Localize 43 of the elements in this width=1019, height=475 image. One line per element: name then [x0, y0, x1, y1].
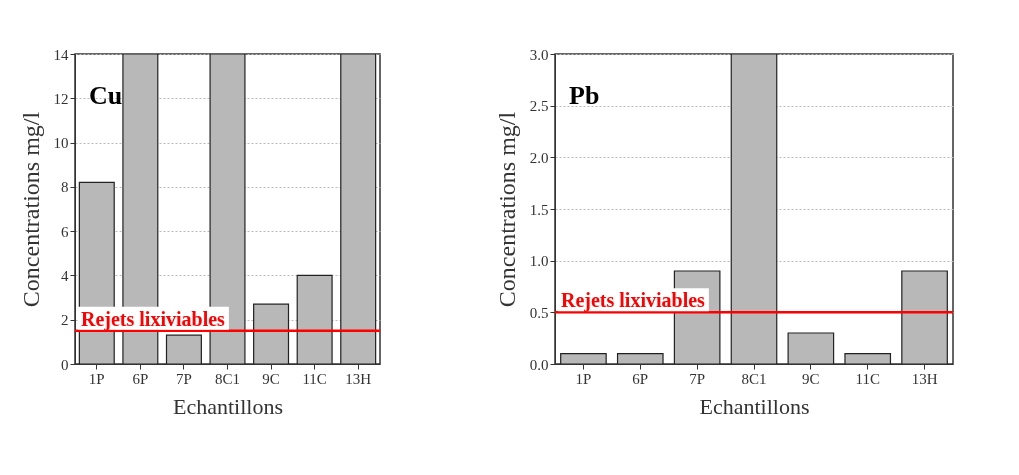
- y-tick-label: 0.0: [529, 356, 549, 373]
- text: Pb: [569, 81, 600, 110]
- ref-line-label: Rejets lixiviables: [561, 289, 706, 313]
- y-tick-label: 1.0: [529, 253, 549, 270]
- y-tick-label: 0.5: [529, 304, 549, 321]
- x-tick-label: 6P: [132, 370, 149, 387]
- x-tick-label: 1P: [88, 370, 105, 387]
- text: Cu: [89, 81, 123, 110]
- y-tick-label: 2.0: [529, 149, 549, 166]
- x-axis-title: Echantillons: [173, 393, 283, 419]
- x-tick-label: 13H: [911, 370, 938, 387]
- x-tick-label: 9C: [802, 370, 820, 387]
- x-tick-label: 8C1: [741, 370, 767, 387]
- bar: [560, 353, 607, 364]
- x-tick-label: 9C: [262, 370, 280, 387]
- x-tick-label: 8C1: [214, 370, 241, 387]
- y-tick-label: 2: [61, 312, 69, 329]
- bar: [787, 332, 835, 364]
- x-tick-label: 11C: [855, 370, 880, 387]
- y-tick-label: 12: [53, 90, 69, 107]
- y-tick-label: 6: [61, 223, 69, 240]
- y-tick-label: 4: [61, 267, 69, 284]
- y-tick-label: 2.5: [529, 98, 549, 115]
- y-axis-title: Concentrations mg/l: [17, 111, 44, 308]
- y-tick-label: 14: [53, 46, 69, 63]
- y-axis-title: Concentrations mg/l: [493, 111, 520, 308]
- x-tick-label: 7P: [176, 370, 192, 387]
- x-axis-title: Echantillons: [699, 393, 810, 419]
- y-tick-label: 3.0: [529, 46, 549, 63]
- y-tick-label: 10: [53, 135, 69, 152]
- x-tick-label: 11C: [302, 370, 327, 387]
- bar: [844, 353, 892, 364]
- bar: [165, 334, 202, 364]
- x-tick-label: 6P: [632, 370, 649, 387]
- bar: [616, 353, 664, 364]
- ref-line-label: Rejets lixiviables: [81, 307, 226, 331]
- y-tick-label: 1.5: [529, 201, 549, 218]
- x-tick-label: 13H: [345, 370, 372, 387]
- y-tick-label: 0: [61, 356, 69, 373]
- y-tick-label: 8: [61, 179, 69, 196]
- x-tick-label: 1P: [575, 370, 592, 387]
- bar: [901, 270, 948, 364]
- x-tick-label: 7P: [689, 370, 706, 387]
